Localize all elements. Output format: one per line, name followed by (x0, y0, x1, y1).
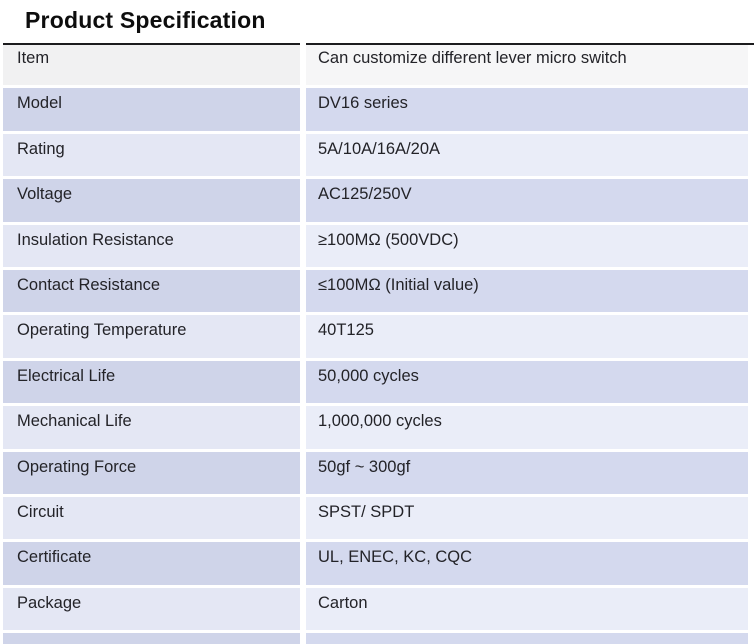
spec-value-cell: Can customize different lever micro swit… (306, 43, 748, 86)
spec-item-cell: Certificate (3, 542, 300, 585)
spec-value-cell: AC125/250V (306, 179, 748, 222)
spec-value-cell: ≥100MΩ (500VDC) (306, 224, 748, 267)
spec-item-cell: Package (3, 587, 300, 631)
spec-item-cell: Circuit (3, 496, 300, 540)
spec-value-cell: SPST/ SPDT (306, 496, 748, 540)
spec-item-cell: Voltage (3, 179, 300, 222)
spec-value-cell: ≤100MΩ (Initial value) (306, 269, 748, 313)
spec-value-cell: 50,000 cycles (306, 360, 748, 404)
next-row-sliver (306, 633, 748, 644)
spec-item-cell: Electrical Life (3, 360, 300, 404)
spec-item-cell: Mechanical Life (3, 406, 300, 449)
spec-item-cell: Item (3, 43, 300, 86)
spec-value-cell: 5A/10A/16A/20A (306, 133, 748, 177)
spec-value-cell: Carton (306, 587, 748, 631)
spec-value-cell: DV16 series (306, 88, 748, 131)
spec-value-cell: 40T125 (306, 315, 748, 358)
spec-value-cell: UL, ENEC, KC, CQC (306, 542, 748, 585)
spec-item-cell: Model (3, 88, 300, 131)
spec-item-cell: Rating (3, 133, 300, 177)
spec-item-cell: Contact Resistance (3, 269, 300, 313)
next-row-sliver (3, 633, 300, 644)
spec-value-cell: 50gf ~ 300gf (306, 451, 748, 494)
spec-item-cell: Operating Temperature (3, 315, 300, 358)
spec-table-grid: Item Can customize different lever micro… (3, 43, 754, 644)
spec-value-cell: 1,000,000 cycles (306, 406, 748, 449)
page-title: Product Specification (25, 7, 266, 33)
spec-item-cell: Operating Force (3, 451, 300, 494)
spec-table: Item Can customize different lever micro… (3, 43, 754, 644)
table-top-border-right (306, 43, 754, 45)
spec-item-cell: Insulation Resistance (3, 224, 300, 267)
table-top-border-left (3, 43, 300, 45)
